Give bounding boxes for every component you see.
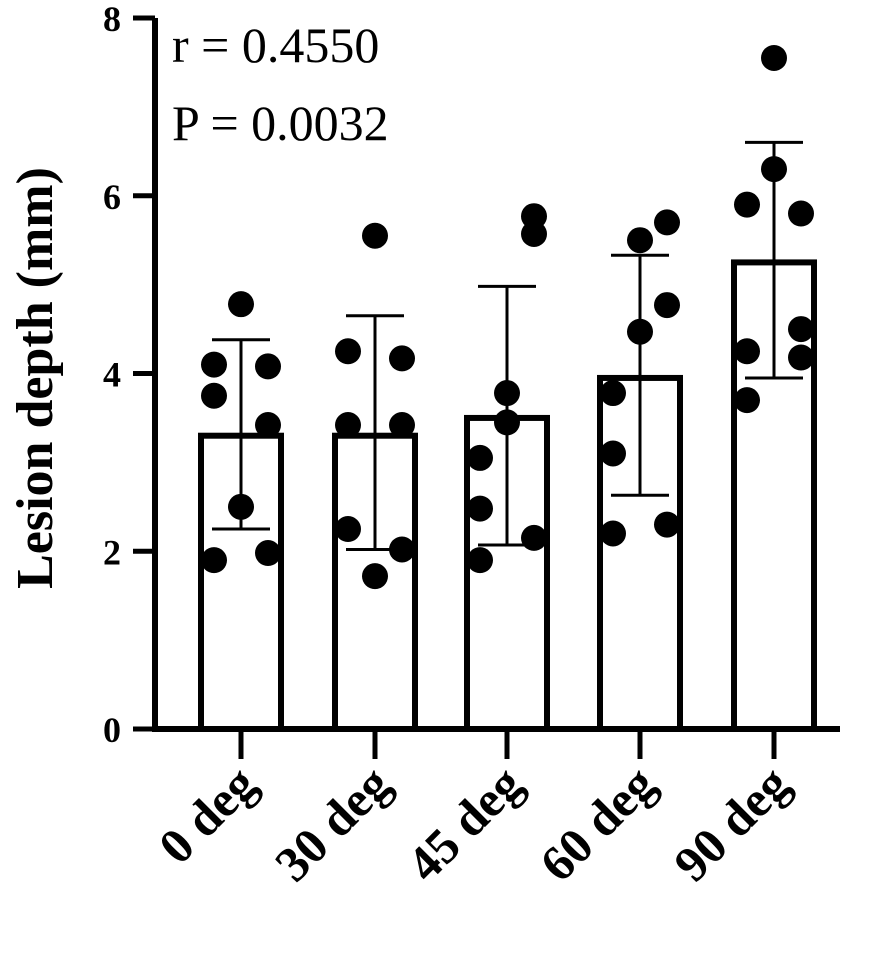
data-point-3-1: [600, 440, 626, 467]
annotation-r: r = 0.4550: [172, 17, 379, 73]
data-point-0-1: [201, 382, 227, 409]
data-point-2-7: [521, 524, 547, 551]
data-point-3-7: [654, 511, 680, 538]
data-point-2-0: [467, 547, 493, 574]
data-point-4-4: [761, 44, 787, 71]
data-point-0-0: [201, 547, 227, 574]
x-tick-label-3: 60 deg: [529, 755, 666, 892]
data-point-1-3: [362, 563, 388, 590]
data-point-3-5: [654, 209, 680, 236]
x-tick-label-0: 0 deg: [148, 755, 267, 874]
data-point-2-4: [494, 380, 520, 407]
data-point-4-2: [734, 191, 760, 218]
x-tick-label-4: 90 deg: [663, 755, 800, 892]
data-point-0-5: [255, 353, 281, 380]
data-point-0-7: [255, 540, 281, 567]
data-point-3-0: [600, 520, 626, 547]
x-tick-label-1: 30 deg: [264, 755, 401, 892]
data-point-4-3: [761, 156, 787, 183]
data-point-1-5: [389, 345, 415, 372]
data-point-3-2: [600, 380, 626, 407]
data-point-4-7: [788, 344, 814, 371]
data-point-1-4: [362, 222, 388, 249]
data-point-3-6: [654, 292, 680, 319]
data-point-1-1: [335, 412, 361, 439]
data-point-2-5: [521, 220, 547, 247]
data-point-2-1: [467, 495, 493, 522]
data-point-0-4: [228, 291, 254, 318]
x-tick-label-2: 45 deg: [396, 755, 533, 892]
data-point-1-2: [335, 338, 361, 365]
data-point-2-2: [467, 444, 493, 471]
data-point-3-3: [627, 318, 653, 345]
data-point-0-6: [255, 412, 281, 439]
data-point-1-7: [389, 536, 415, 563]
data-point-4-5: [788, 200, 814, 227]
y-tick-label-3: 6: [103, 177, 121, 217]
data-point-0-2: [201, 351, 227, 378]
y-tick-label-1: 2: [103, 532, 121, 572]
annotation-p: P = 0.0032: [172, 95, 389, 151]
data-point-2-3: [494, 409, 520, 436]
data-point-4-0: [734, 387, 760, 414]
y-tick-label-2: 4: [103, 355, 121, 395]
data-point-0-3: [228, 493, 254, 520]
y-tick-label-0: 0: [103, 710, 121, 750]
data-point-1-6: [389, 412, 415, 439]
data-point-1-0: [335, 516, 361, 543]
data-point-3-4: [627, 227, 653, 254]
y-axis-label: Lesion depth (mm): [7, 167, 64, 589]
bar-3: [597, 374, 683, 732]
data-point-4-1: [734, 338, 760, 365]
data-point-2-6: [521, 203, 547, 230]
y-tick-label-4: 8: [103, 0, 121, 39]
data-point-4-6: [788, 316, 814, 343]
